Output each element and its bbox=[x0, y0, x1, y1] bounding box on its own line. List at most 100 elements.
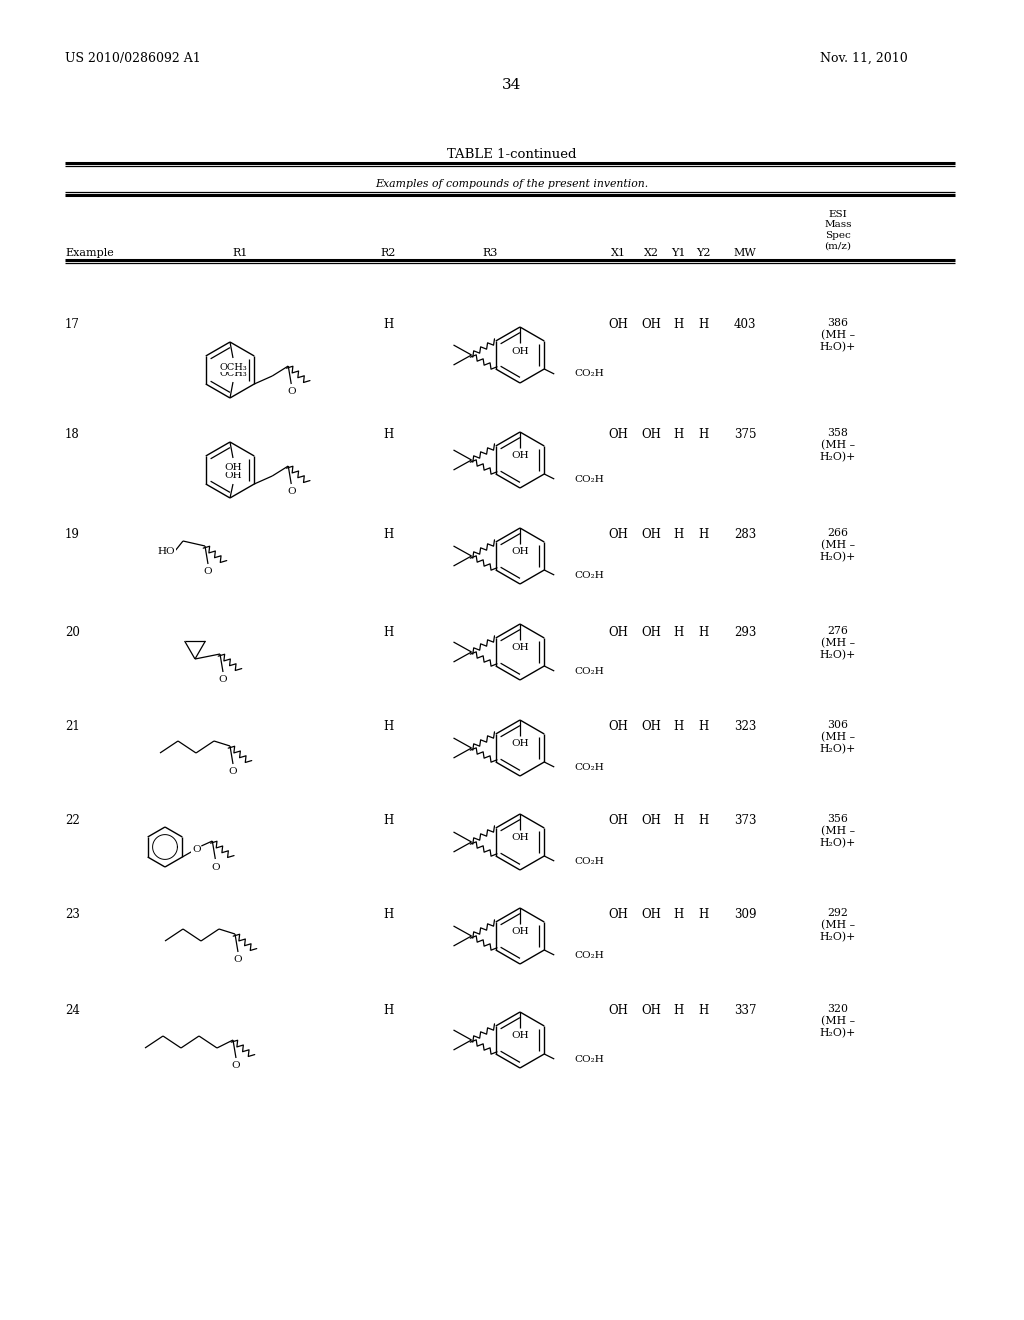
Text: OCH₃: OCH₃ bbox=[219, 370, 247, 379]
Text: OH: OH bbox=[641, 1005, 660, 1016]
Text: H: H bbox=[383, 1005, 393, 1016]
Text: OH: OH bbox=[608, 719, 628, 733]
Text: H: H bbox=[383, 719, 393, 733]
Text: H: H bbox=[673, 428, 683, 441]
Text: 337: 337 bbox=[734, 1005, 757, 1016]
Text: 358
(MH –
H₂O)+: 358 (MH – H₂O)+ bbox=[820, 428, 856, 462]
Text: O: O bbox=[287, 487, 296, 495]
Text: H: H bbox=[698, 528, 709, 541]
Text: CO₂H: CO₂H bbox=[574, 950, 604, 960]
Text: R1: R1 bbox=[232, 248, 248, 257]
Text: O: O bbox=[193, 845, 201, 854]
Text: H: H bbox=[698, 908, 709, 921]
Text: 22: 22 bbox=[65, 814, 80, 828]
Text: OH: OH bbox=[641, 528, 660, 541]
Text: H: H bbox=[673, 719, 683, 733]
Text: 373: 373 bbox=[734, 814, 757, 828]
Text: 375: 375 bbox=[734, 428, 757, 441]
Text: 17: 17 bbox=[65, 318, 80, 331]
Text: CO₂H: CO₂H bbox=[574, 370, 604, 379]
Text: 19: 19 bbox=[65, 528, 80, 541]
Text: CO₂H: CO₂H bbox=[574, 1055, 604, 1064]
Text: OH: OH bbox=[608, 318, 628, 331]
Text: 293: 293 bbox=[734, 626, 756, 639]
Text: H: H bbox=[383, 814, 393, 828]
Text: OH: OH bbox=[608, 814, 628, 828]
Text: ESI
Mass
Spec
(m/z): ESI Mass Spec (m/z) bbox=[824, 210, 852, 251]
Text: OH: OH bbox=[511, 833, 528, 842]
Text: 283: 283 bbox=[734, 528, 756, 541]
Text: H: H bbox=[673, 814, 683, 828]
Text: H: H bbox=[698, 1005, 709, 1016]
Text: H: H bbox=[698, 719, 709, 733]
Text: 24: 24 bbox=[65, 1005, 80, 1016]
Text: Examples of compounds of the present invention.: Examples of compounds of the present inv… bbox=[376, 180, 648, 189]
Text: H: H bbox=[383, 428, 393, 441]
Text: H: H bbox=[698, 318, 709, 331]
Text: OH: OH bbox=[224, 471, 242, 480]
Text: 276
(MH –
H₂O)+: 276 (MH – H₂O)+ bbox=[820, 626, 856, 660]
Text: OH: OH bbox=[511, 739, 528, 748]
Text: Example: Example bbox=[65, 248, 114, 257]
Text: OH: OH bbox=[224, 462, 242, 471]
Text: OH: OH bbox=[641, 719, 660, 733]
Text: 356
(MH –
H₂O)+: 356 (MH – H₂O)+ bbox=[820, 814, 856, 847]
Text: CO₂H: CO₂H bbox=[574, 570, 604, 579]
Text: H: H bbox=[698, 428, 709, 441]
Text: H: H bbox=[673, 528, 683, 541]
Text: H: H bbox=[673, 318, 683, 331]
Text: MW: MW bbox=[733, 248, 757, 257]
Text: H: H bbox=[673, 626, 683, 639]
Text: OH: OH bbox=[641, 428, 660, 441]
Text: US 2010/0286092 A1: US 2010/0286092 A1 bbox=[65, 51, 201, 65]
Text: CO₂H: CO₂H bbox=[574, 474, 604, 483]
Text: OH: OH bbox=[511, 644, 528, 652]
Text: X1: X1 bbox=[610, 248, 626, 257]
Text: O: O bbox=[231, 1061, 241, 1071]
Text: CO₂H: CO₂H bbox=[574, 763, 604, 771]
Text: CO₂H: CO₂H bbox=[574, 667, 604, 676]
Text: O: O bbox=[233, 956, 243, 965]
Text: 266
(MH –
H₂O)+: 266 (MH – H₂O)+ bbox=[820, 528, 856, 562]
Text: H: H bbox=[673, 908, 683, 921]
Text: 323: 323 bbox=[734, 719, 756, 733]
Text: OH: OH bbox=[641, 626, 660, 639]
Text: OH: OH bbox=[511, 1031, 528, 1040]
Text: H: H bbox=[383, 318, 393, 331]
Text: OH: OH bbox=[641, 318, 660, 331]
Text: 320
(MH –
H₂O)+: 320 (MH – H₂O)+ bbox=[820, 1005, 856, 1038]
Text: CO₂H: CO₂H bbox=[574, 857, 604, 866]
Text: OH: OH bbox=[608, 428, 628, 441]
Text: 309: 309 bbox=[734, 908, 757, 921]
Text: OCH₃: OCH₃ bbox=[219, 363, 247, 371]
Text: 34: 34 bbox=[503, 78, 521, 92]
Text: 386
(MH –
H₂O)+: 386 (MH – H₂O)+ bbox=[820, 318, 856, 352]
Text: H: H bbox=[698, 626, 709, 639]
Text: X2: X2 bbox=[643, 248, 658, 257]
Text: OH: OH bbox=[608, 908, 628, 921]
Text: HO: HO bbox=[158, 546, 175, 556]
Text: R2: R2 bbox=[380, 248, 395, 257]
Text: H: H bbox=[383, 908, 393, 921]
Text: 18: 18 bbox=[65, 428, 80, 441]
Text: OH: OH bbox=[608, 528, 628, 541]
Text: 292
(MH –
H₂O)+: 292 (MH – H₂O)+ bbox=[820, 908, 856, 942]
Text: OH: OH bbox=[511, 346, 528, 355]
Text: 20: 20 bbox=[65, 626, 80, 639]
Text: Y2: Y2 bbox=[695, 248, 711, 257]
Text: TABLE 1-continued: TABLE 1-continued bbox=[447, 148, 577, 161]
Text: OH: OH bbox=[511, 451, 528, 461]
Text: O: O bbox=[287, 387, 296, 396]
Text: OH: OH bbox=[511, 928, 528, 936]
Text: R3: R3 bbox=[482, 248, 498, 257]
Text: H: H bbox=[383, 528, 393, 541]
Text: H: H bbox=[673, 1005, 683, 1016]
Text: H: H bbox=[698, 814, 709, 828]
Text: 21: 21 bbox=[65, 719, 80, 733]
Text: O: O bbox=[219, 676, 227, 685]
Text: OH: OH bbox=[608, 1005, 628, 1016]
Text: O: O bbox=[204, 568, 212, 577]
Text: OH: OH bbox=[608, 626, 628, 639]
Text: OH: OH bbox=[511, 548, 528, 557]
Text: O: O bbox=[228, 767, 238, 776]
